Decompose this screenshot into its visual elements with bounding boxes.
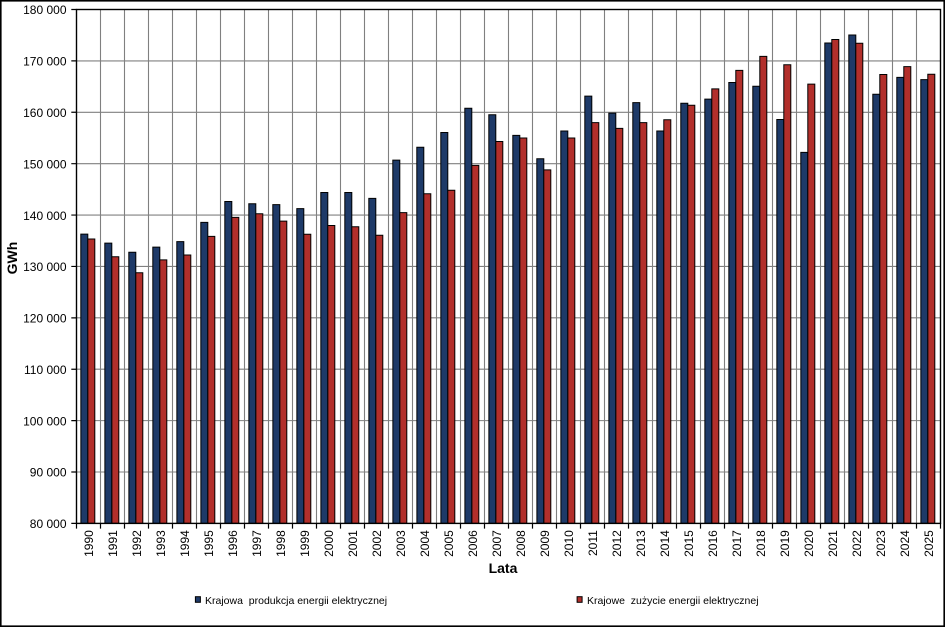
svg-text:2010: 2010 <box>562 530 576 557</box>
svg-text:2023: 2023 <box>874 530 888 557</box>
svg-text:2018: 2018 <box>754 530 768 557</box>
svg-text:110 000: 110 000 <box>24 363 67 377</box>
svg-text:180 000: 180 000 <box>23 3 67 17</box>
svg-text:1994: 1994 <box>178 530 192 557</box>
svg-text:2003: 2003 <box>394 530 408 557</box>
svg-text:2024: 2024 <box>898 530 912 557</box>
svg-text:1992: 1992 <box>130 530 144 557</box>
svg-text:1991: 1991 <box>106 530 120 557</box>
svg-text:2001: 2001 <box>346 530 360 557</box>
svg-text:2017: 2017 <box>730 530 744 557</box>
svg-text:1997: 1997 <box>250 530 264 557</box>
svg-text:2007: 2007 <box>490 530 504 557</box>
svg-text:150 000: 150 000 <box>23 157 67 171</box>
svg-text:2013: 2013 <box>634 530 648 557</box>
svg-text:Lata: Lata <box>489 560 518 576</box>
svg-text:1998: 1998 <box>274 530 288 557</box>
svg-text:1996: 1996 <box>226 530 240 557</box>
svg-text:1995: 1995 <box>202 530 216 557</box>
svg-text:2009: 2009 <box>538 530 552 557</box>
svg-text:GWh: GWh <box>4 242 20 275</box>
svg-text:2015: 2015 <box>682 530 696 557</box>
svg-text:2022: 2022 <box>850 530 864 557</box>
svg-text:2008: 2008 <box>514 530 528 557</box>
svg-text:2019: 2019 <box>778 530 792 557</box>
svg-text:Krajowe zużycie energii elekt: Krajowe zużycie energii elektrycznej <box>587 595 759 607</box>
svg-text:2004: 2004 <box>418 530 432 557</box>
svg-text:2002: 2002 <box>370 530 384 557</box>
svg-text:2012: 2012 <box>610 530 624 557</box>
svg-text:2014: 2014 <box>658 530 672 557</box>
svg-text:80 000: 80 000 <box>30 517 67 531</box>
svg-text:1999: 1999 <box>298 530 312 557</box>
svg-text:140 000: 140 000 <box>23 209 67 223</box>
svg-text:2025: 2025 <box>922 530 936 557</box>
svg-text:2016: 2016 <box>706 530 720 557</box>
svg-text:2006: 2006 <box>466 530 480 557</box>
svg-text:1990: 1990 <box>82 530 96 557</box>
svg-text:90 000: 90 000 <box>30 466 67 480</box>
svg-text:2011: 2011 <box>586 530 600 556</box>
svg-text:2020: 2020 <box>802 530 816 557</box>
svg-text:2021: 2021 <box>826 530 840 557</box>
svg-text:170 000: 170 000 <box>23 55 67 69</box>
svg-text:120 000: 120 000 <box>23 312 67 326</box>
svg-text:Krajowa produkcja energii ele: Krajowa produkcja energii elektrycznej <box>205 595 387 607</box>
svg-text:2005: 2005 <box>442 530 456 557</box>
svg-text:160 000: 160 000 <box>23 106 67 120</box>
svg-text:100 000: 100 000 <box>23 414 67 428</box>
svg-text:2000: 2000 <box>322 530 336 557</box>
svg-text:130 000: 130 000 <box>23 260 67 274</box>
svg-text:1993: 1993 <box>154 530 168 557</box>
